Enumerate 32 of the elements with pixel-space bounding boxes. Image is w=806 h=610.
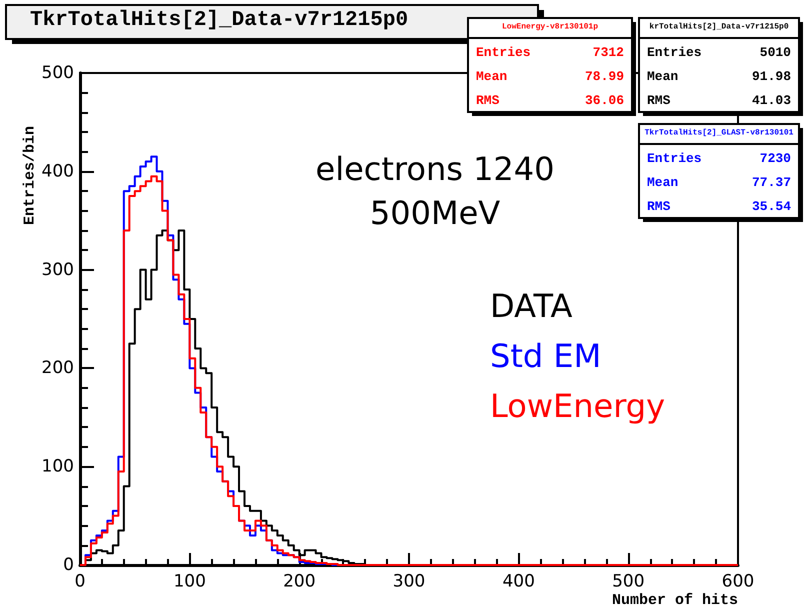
- y-tick-label: 500: [42, 63, 74, 83]
- text: Mean 91.98: [647, 69, 791, 84]
- text: Mean 77.37: [647, 175, 791, 190]
- x-tick-label: 400: [502, 572, 535, 592]
- y-tick-label: 100: [42, 456, 74, 477]
- text: RMS 35.54: [647, 199, 791, 214]
- text: LowEnergy: [490, 387, 666, 425]
- chart-title: TkrTotalHits[2]_Data-v7r1215p0: [30, 9, 408, 32]
- text: Entries 7312: [476, 45, 624, 60]
- y-axis-title: Entries/bin: [22, 126, 38, 225]
- y-tick-label: 0: [63, 555, 74, 575]
- text: RMS 41.03: [647, 93, 791, 108]
- x-tick-label: 300: [392, 572, 426, 592]
- text: Mean 78.99: [476, 69, 624, 84]
- y-tick-label: 400: [42, 161, 74, 182]
- x-tick-label: 600: [722, 572, 754, 592]
- x-tick-label: 500: [612, 572, 645, 592]
- text: Std EM: [490, 337, 602, 375]
- annotation: 500MeV: [370, 194, 500, 232]
- y-tick-label: 200: [42, 358, 74, 378]
- text: Entries 5010: [647, 45, 791, 60]
- annotation: TkrTotalHits[2]_GLAST-v8r130101: [644, 128, 794, 138]
- text: DATA: [490, 287, 573, 325]
- y-tick-label: 300: [42, 260, 74, 280]
- text: RMS 36.06: [476, 93, 624, 108]
- text: krTotalHits[2]_Data-v7r1215p0: [649, 22, 789, 32]
- text: LowEnergy-v8r130101p: [502, 22, 598, 32]
- text: Entries 7230: [647, 151, 791, 166]
- x-tick-label: 200: [283, 572, 316, 592]
- x-tick-label: 100: [173, 572, 206, 592]
- x-axis-title: Number of hits: [612, 592, 738, 609]
- annotation: electrons 1240: [316, 150, 554, 188]
